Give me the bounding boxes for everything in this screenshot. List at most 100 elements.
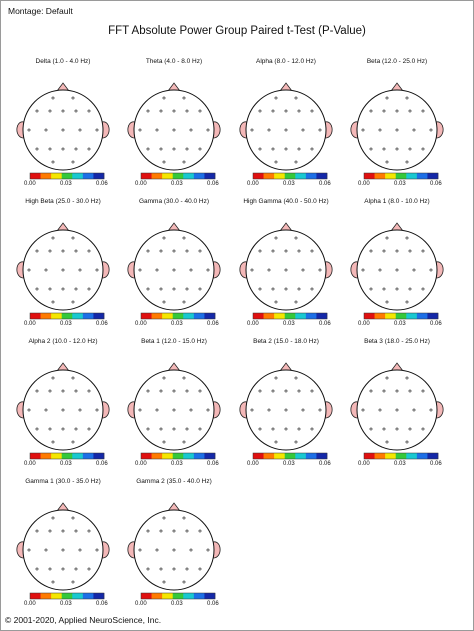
colorbar-frame (140, 452, 216, 460)
electrode-marker (382, 389, 386, 393)
electrode-marker (61, 147, 65, 151)
electrode-marker (182, 96, 186, 100)
colorbar-frame (29, 312, 105, 320)
electrode-marker (48, 389, 52, 393)
head-map (16, 362, 110, 460)
electrode-marker (48, 427, 52, 431)
colorbar-segment (395, 453, 407, 459)
head-map (350, 82, 444, 180)
colorbar-segment (263, 173, 275, 179)
electrode-marker (284, 427, 288, 431)
electrode-marker (271, 427, 275, 431)
head-map (16, 82, 110, 180)
electrode-marker (74, 109, 78, 113)
colorbar-tick-label: 0.03 (171, 601, 183, 607)
electrode-marker (369, 147, 373, 151)
electrode-marker (294, 160, 298, 164)
electrode-marker (310, 389, 314, 393)
electrode-marker (87, 147, 91, 151)
colorbar-segment (40, 313, 52, 319)
electrode-marker (35, 427, 39, 431)
colorbar-segment (274, 313, 286, 319)
topomap-panel: Alpha (8.0 - 12.0 Hz) 0.00 0.03 0.06 (233, 58, 339, 188)
colorbar-segment (385, 173, 397, 179)
colorbar-segment (72, 453, 84, 459)
electrode-marker (361, 268, 365, 272)
colorbar-tick-label: 0.00 (247, 461, 259, 467)
electrode-marker (61, 529, 65, 533)
colorbar-frame (140, 592, 216, 600)
electrode-marker (395, 128, 399, 132)
electrode-marker (395, 268, 399, 272)
head-map (239, 82, 333, 180)
electrode-marker (198, 287, 202, 291)
nose (279, 222, 293, 232)
electrode-marker (198, 389, 202, 393)
electrode-marker (74, 389, 78, 393)
electrode-marker (271, 287, 275, 291)
colorbar-segment (204, 593, 216, 599)
head-map (127, 82, 221, 180)
electrode-marker (27, 128, 31, 132)
electrode-marker (297, 147, 301, 151)
electrode-marker (27, 408, 31, 412)
electrode-marker (405, 96, 409, 100)
electrode-marker (172, 408, 176, 412)
colorbar-tick-label: 0.03 (60, 461, 72, 467)
electrode-marker (382, 249, 386, 253)
electrode-marker (48, 529, 52, 533)
band-label: Alpha 1 (8.0 - 10.0 Hz) (364, 198, 430, 205)
electrode-marker (87, 109, 91, 113)
electrode-marker (61, 567, 65, 571)
colorbar-segment (162, 453, 174, 459)
electrode-marker (172, 389, 176, 393)
colorbar-frame (252, 312, 328, 320)
electrode-marker (162, 516, 166, 520)
colorbar-segment (162, 593, 174, 599)
electrode-marker (274, 96, 278, 100)
colorbar-frame (29, 172, 105, 180)
electrode-marker (159, 249, 163, 253)
electrode-marker (51, 376, 55, 380)
electrode-marker (74, 249, 78, 253)
electrode-marker (162, 376, 166, 380)
electrode-marker (162, 160, 166, 164)
electrode-marker (61, 408, 65, 412)
electrode-marker (189, 548, 193, 552)
electrode-marker (408, 249, 412, 253)
colorbar-segment (40, 593, 52, 599)
electrode-marker (294, 96, 298, 100)
topomap-panel: Gamma (30.0 - 40.0 Hz) 0.00 0.03 0.06 (121, 198, 227, 328)
electrode-marker (382, 109, 386, 113)
electrode-marker (35, 567, 39, 571)
colorbar-segment (141, 453, 152, 459)
electrode-marker (385, 440, 389, 444)
colorbar-segment (93, 453, 105, 459)
electrode-marker (172, 268, 176, 272)
colorbar-frame (363, 452, 439, 460)
electrode-marker (421, 427, 425, 431)
electrode-marker (51, 516, 55, 520)
band-label: Beta (12.0 - 25.0 Hz) (366, 58, 428, 65)
colorbar-segment (51, 173, 63, 179)
topomap-panel: Alpha 2 (10.0 - 12.0 Hz) 0.00 0.03 0.06 (10, 338, 116, 468)
colorbar-segment (364, 453, 375, 459)
electrode-marker (138, 268, 142, 272)
electrode-marker (250, 268, 254, 272)
electrode-marker (198, 109, 202, 113)
colorbar-tick-label: 0.00 (247, 181, 259, 187)
colorbar-segment (305, 453, 317, 459)
electrode-marker (61, 109, 65, 113)
colorbar-tick-label: 0.00 (247, 321, 259, 327)
electrode-marker (198, 529, 202, 533)
band-label: Gamma 1 (30.0 - 35.0 Hz) (25, 478, 101, 485)
electrode-marker (182, 440, 186, 444)
electrode-marker (271, 109, 275, 113)
electrode-marker (361, 408, 365, 412)
electrode-marker (74, 427, 78, 431)
electrode-marker (182, 236, 186, 240)
colorbar-tick-label: 0.00 (358, 321, 370, 327)
electrode-marker (395, 287, 399, 291)
colorbar-tick-label: 0.03 (283, 461, 295, 467)
colorbar-segment (72, 593, 84, 599)
